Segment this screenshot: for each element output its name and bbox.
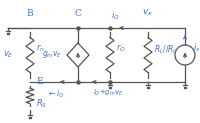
Text: $r_O$: $r_O$ bbox=[116, 42, 126, 54]
Text: $r_n$: $r_n$ bbox=[36, 42, 45, 54]
Text: $i_O$: $i_O$ bbox=[111, 9, 119, 22]
Text: $\leftarrow i_O$: $\leftarrow i_O$ bbox=[47, 88, 65, 100]
Text: $R_L//R_C$: $R_L//R_C$ bbox=[154, 44, 179, 56]
Text: B: B bbox=[27, 9, 33, 18]
Text: $i_x$: $i_x$ bbox=[193, 42, 200, 54]
Text: E: E bbox=[36, 77, 43, 86]
Text: $v_x$: $v_x$ bbox=[142, 8, 154, 18]
Text: $v_E$: $v_E$ bbox=[3, 50, 13, 60]
Text: C: C bbox=[75, 9, 81, 18]
Text: $g_m v_E$: $g_m v_E$ bbox=[42, 49, 62, 61]
Text: $i_O{+}g_m v_E$: $i_O{+}g_m v_E$ bbox=[93, 88, 123, 98]
Text: $R_S$: $R_S$ bbox=[36, 98, 47, 110]
